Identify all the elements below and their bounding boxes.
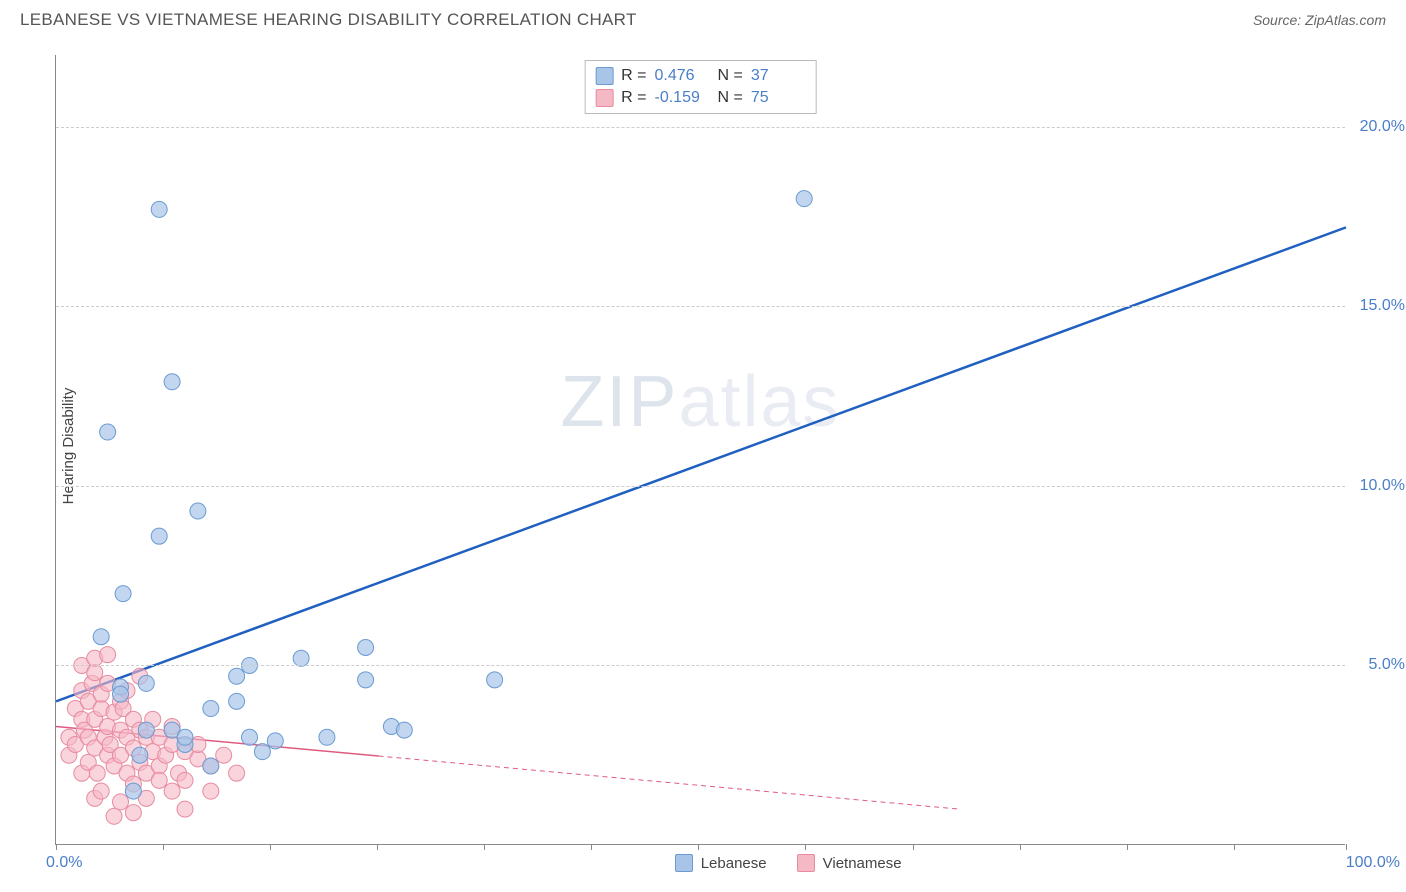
chart-title: LEBANESE VS VIETNAMESE HEARING DISABILIT… xyxy=(20,10,637,30)
x-tick xyxy=(698,844,699,850)
x-tick xyxy=(1234,844,1235,850)
x-tick xyxy=(805,844,806,850)
swatch-lebanese-2 xyxy=(675,854,693,872)
x-tick-min: 0.0% xyxy=(46,854,82,872)
x-tick-max: 100.0% xyxy=(1346,854,1400,872)
x-tick xyxy=(270,844,271,850)
gridline-h xyxy=(56,306,1345,307)
x-tick xyxy=(1346,844,1347,850)
x-tick xyxy=(377,844,378,850)
gridline-h xyxy=(56,127,1345,128)
y-tick-label: 10.0% xyxy=(1360,477,1405,495)
x-tick xyxy=(56,844,57,850)
gridline-h xyxy=(56,486,1345,487)
legend-item-lebanese: Lebanese xyxy=(675,854,767,872)
series-legend: Lebanese Vietnamese xyxy=(675,854,902,872)
source-label: Source: ZipAtlas.com xyxy=(1253,12,1386,28)
y-tick-label: 20.0% xyxy=(1360,118,1405,136)
x-tick xyxy=(163,844,164,850)
y-tick-label: 15.0% xyxy=(1360,297,1405,315)
chart-header: LEBANESE VS VIETNAMESE HEARING DISABILIT… xyxy=(0,0,1406,36)
swatch-vietnamese-2 xyxy=(797,854,815,872)
y-tick-label: 5.0% xyxy=(1369,656,1405,674)
x-tick xyxy=(913,844,914,850)
legend-item-vietnamese: Vietnamese xyxy=(797,854,902,872)
x-tick xyxy=(1127,844,1128,850)
gridline-h xyxy=(56,665,1345,666)
x-tick xyxy=(591,844,592,850)
x-tick xyxy=(1020,844,1021,850)
scatter-svg xyxy=(56,55,1345,844)
x-tick xyxy=(484,844,485,850)
chart-plot-area: ZIPatlas R = 0.476 N = 37 R = -0.159 N =… xyxy=(55,55,1345,845)
